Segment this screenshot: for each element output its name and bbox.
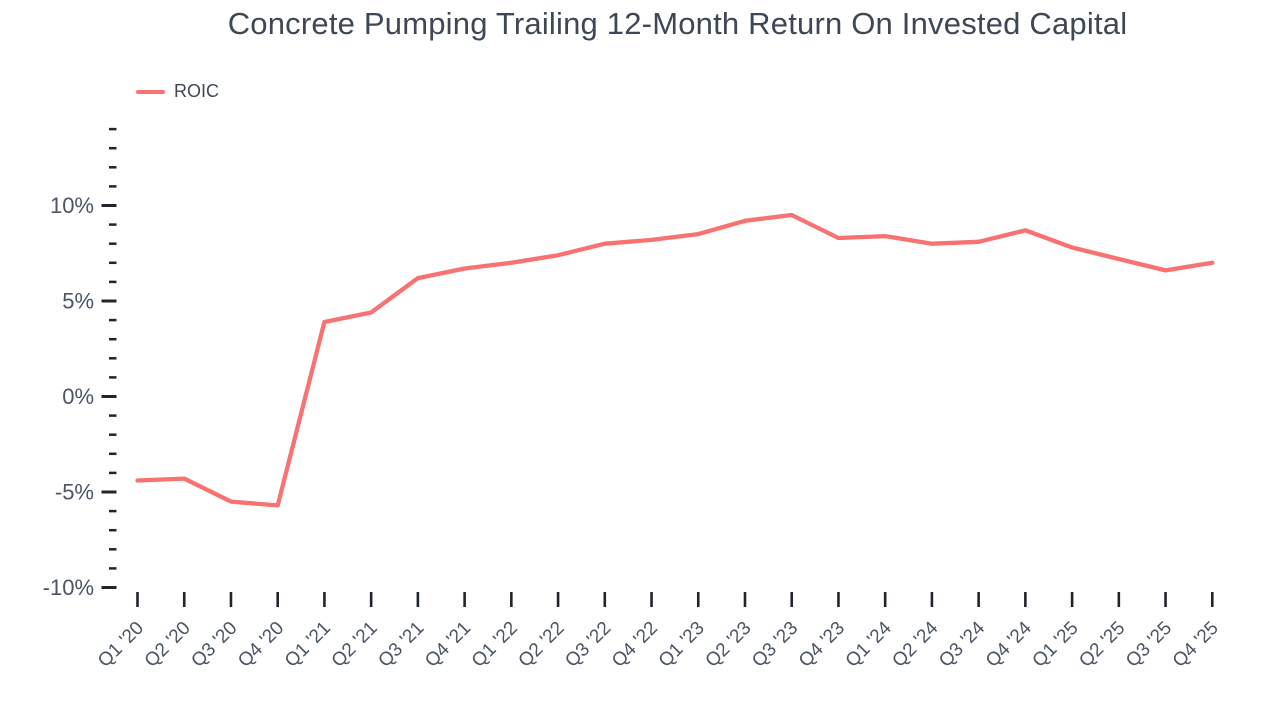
y-tick-label: 0% [62,384,94,409]
x-tick-label: Q4 '23 [795,618,849,672]
x-tick-label: Q2 '20 [141,618,195,672]
x-tick-label: Q2 '25 [1075,618,1129,672]
x-tick-label: Q2 '23 [702,618,756,672]
x-tick-label: Q1 '24 [842,617,896,671]
x-tick-label: Q4 '20 [234,618,288,672]
x-tick-label: Q2 '22 [515,618,569,672]
legend-label: ROIC [174,81,219,101]
x-tick-label: Q1 '23 [655,618,709,672]
x-tick-label: Q3 '21 [374,618,428,672]
x-tick-label: Q4 '22 [608,618,662,672]
x-tick-label: Q1 '21 [281,618,335,672]
y-tick-label: -5% [55,480,94,505]
legend-line-swatch [136,89,165,94]
y-tick-label: -10% [43,575,94,600]
x-tick-label: Q2 '24 [888,617,942,671]
x-tick-label: Q3 '22 [561,618,615,672]
y-tick-label: 5% [62,289,94,314]
x-tick-label: Q1 '22 [468,618,522,672]
x-tick-label: Q2 '21 [328,618,382,672]
roic-line [135,212,1215,508]
x-tick-label: Q3 '25 [1122,618,1176,672]
x-tick-label: Q4 '25 [1169,618,1223,672]
x-tick-label: Q1 '25 [1029,618,1083,672]
legend: ROIC [136,81,219,102]
chart-title: Concrete Pumping Trailing 12-Month Retur… [227,6,1128,41]
x-tick-label: Q4 '21 [421,618,475,672]
x-tick-label: Q3 '24 [935,617,989,671]
x-tick-label: Q3 '23 [748,618,802,672]
x-tick-label: Q4 '24 [982,617,1036,671]
x-tick-label: Q3 '20 [187,618,241,672]
y-tick-label: 10% [50,193,94,218]
x-tick-label: Q1 '20 [94,618,148,672]
